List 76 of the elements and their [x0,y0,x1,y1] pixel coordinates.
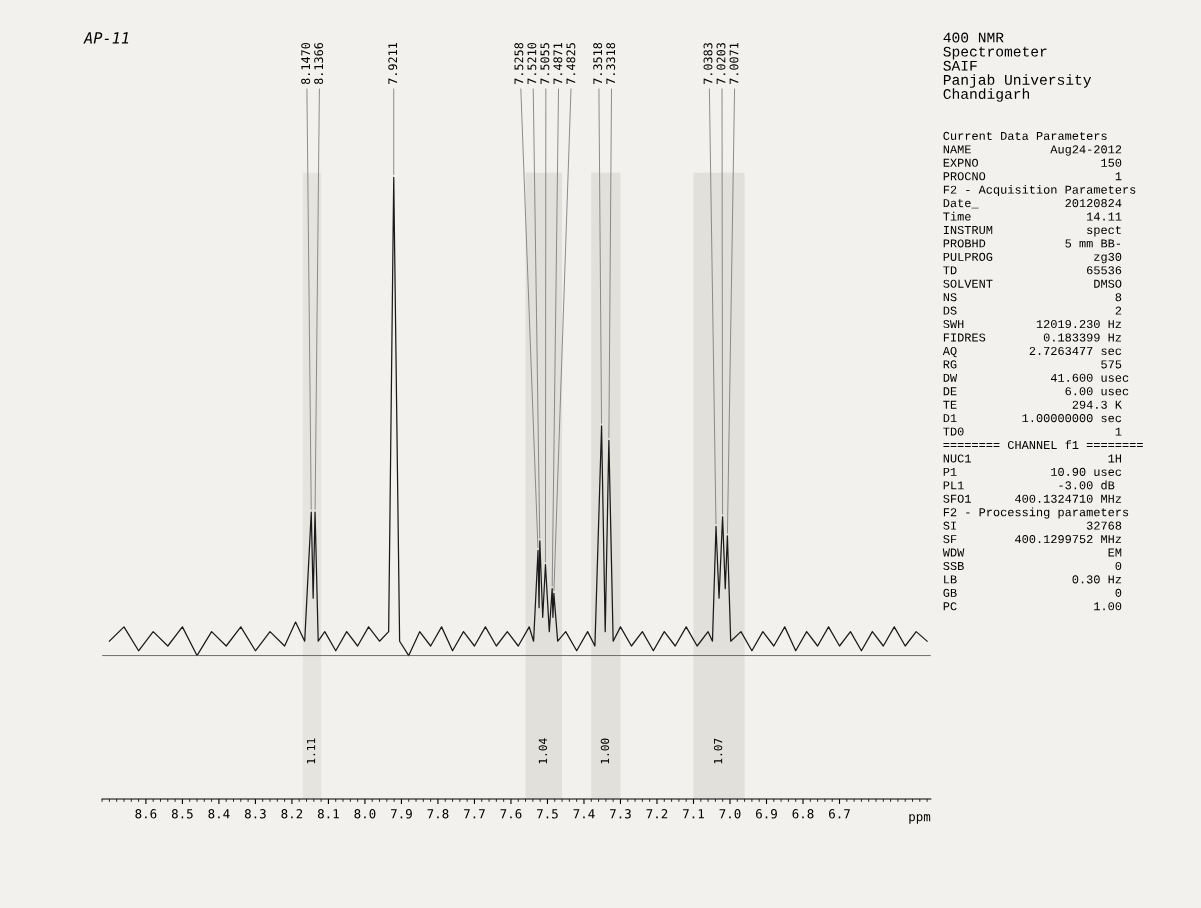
x-tick-label: 7.6 [500,809,522,819]
text: AQ 2.7263477 sec [942,346,1122,358]
text: F2 - Acquisition Parameters [943,184,1136,197]
x-tick-label: 7.1 [683,809,704,819]
text: EXPNO 150 [943,158,1122,167]
text: SF 400.1299752 MHz [943,535,1122,544]
annotation: 7.5055 [540,43,550,85]
band-label: 1.00 [600,738,610,764]
text: DW 41.600 usec [943,373,1129,382]
text: TD 65536 [943,266,1122,275]
text: TE 294.3 K [943,400,1122,409]
x-tick-label: 8.3 [244,809,266,819]
text: SI 32768 [943,521,1122,530]
text: PROBHD 5 mm BB- [943,239,1121,248]
annotation: 7.5258 [514,42,524,85]
text: Time 14.11 [943,211,1122,221]
text: NAME Aug24-2012 [943,145,1122,156]
text: SWH 12019.230 Hz [943,320,1122,329]
x-tick-label: 7.5 [537,809,558,819]
text: DS 2 [943,306,1122,315]
annotation: 7.9211 [388,42,398,85]
text: SFO1 400.1324710 MHz [943,494,1122,503]
text: 400 NMR Spectrometer SAIF Panjab University Chandigarh [943,32,1092,102]
x-tick-label: 8.0 [354,809,376,819]
annotation: 7.0203 [716,43,726,85]
annotation: 7.3518 [593,42,603,85]
text: INSTRUM spect [943,225,1121,237]
x-tick-label: 8.6 [135,809,157,819]
text: Current Data Parameters [943,131,1107,140]
text: PL1 -3.00 dB [943,480,1115,490]
text: NUC1 1H [943,454,1122,463]
annotation: 7.0383 [703,43,713,85]
annotation: 7.0071 [729,42,739,85]
text: D1 1.00000000 sec [943,414,1122,423]
text: PROCNO 1 [943,172,1122,181]
text: LB 0.30 Hz [944,575,1122,584]
band-label: 1.07 [713,738,723,764]
text: RG 575 [943,360,1122,369]
x-tick-label: 7.4 [573,809,595,819]
text: PULPROG zg30 [943,252,1122,264]
text: FIDRES 0.183399 Hz [943,333,1122,342]
text: PC 1.00 [943,602,1122,611]
x-tick-label: 6.9 [756,809,777,819]
text: SOLVENT DMSO [943,279,1122,288]
text: GB 0 [943,588,1122,597]
annotation: 8.1366 [314,42,324,85]
text: SSB 0 [943,561,1122,571]
text: F2 - Processing parameters [943,507,1129,519]
x-tick-label: 7.3 [610,809,631,819]
text: P1 10.90 usec [943,467,1122,476]
chart-title: AP-11 [83,32,129,44]
x-tick-label: 8.4 [208,809,230,819]
x-tick-label: 8.5 [171,809,193,819]
annotation: 8.1470 [301,42,311,85]
text: DE 6.00 usec [943,387,1129,396]
x-tick-label: 8.1 [317,809,339,819]
x-tick-label: 6.8 [792,809,814,819]
text: WDW EM [942,548,1122,557]
x-tick-label: 7.0 [719,809,741,819]
band-label: 1.04 [538,738,548,764]
x-tick-label: 7.8 [427,809,449,819]
annotation: 7.4825 [566,43,576,85]
x-axis-title: ppm [909,814,931,824]
text: TD0 1 [943,427,1122,436]
annotation: 7.4871 [553,42,563,85]
x-tick-label: 7.9 [391,809,412,819]
x-tick-label: 8.2 [281,809,303,819]
text: Date_ 20120824 [943,199,1122,209]
text: NS 8 [943,293,1122,302]
annotation: 7.3318 [606,42,616,85]
x-tick-label: 6.7 [829,809,850,819]
annotation: 7.5210 [527,42,537,85]
text: ======== CHANNEL f1 ======== [943,440,1143,450]
x-tick-label: 7.2 [646,809,668,819]
band-label: 1.11 [306,738,316,764]
x-tick-label: 7.7 [464,809,485,819]
